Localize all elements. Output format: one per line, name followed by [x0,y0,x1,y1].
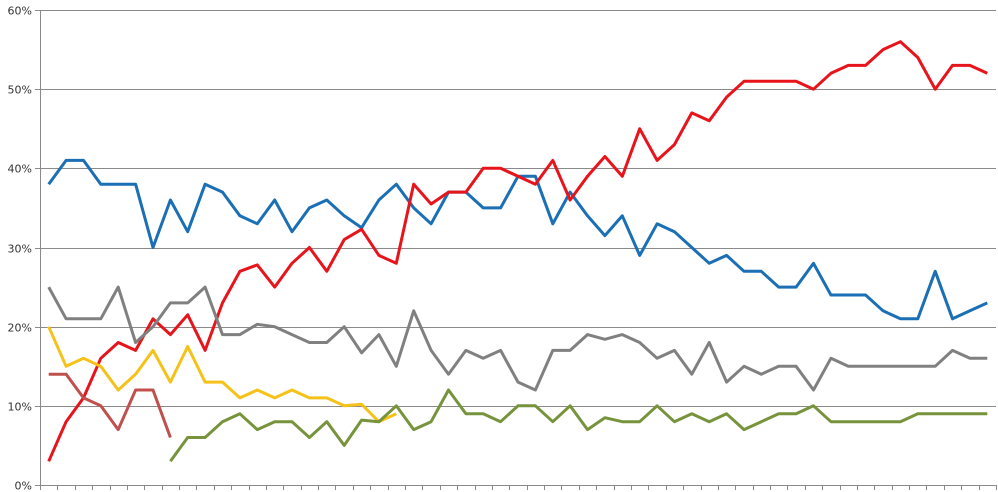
y-tick-label: 10% [8,401,32,414]
y-tick-label: 50% [8,84,32,97]
y-tick-label: 0% [15,480,32,492]
series-line-blue [47,158,988,321]
y-tick-label: 60% [8,5,32,18]
series-line-red [47,40,988,462]
y-tick-label: 20% [8,322,32,335]
y-tick-label: 40% [8,163,32,176]
series-line-yellow [47,326,397,424]
x-axis [40,485,997,490]
series-lines [47,40,988,463]
series-line-grey [47,285,988,392]
series-line-green [169,388,988,463]
y-tick-label: 30% [8,243,32,256]
series-line-brown [48,372,172,439]
gridlines [35,10,996,486]
y-axis: 0% 10% 20% 30% 40% 50% 60% [8,5,41,492]
